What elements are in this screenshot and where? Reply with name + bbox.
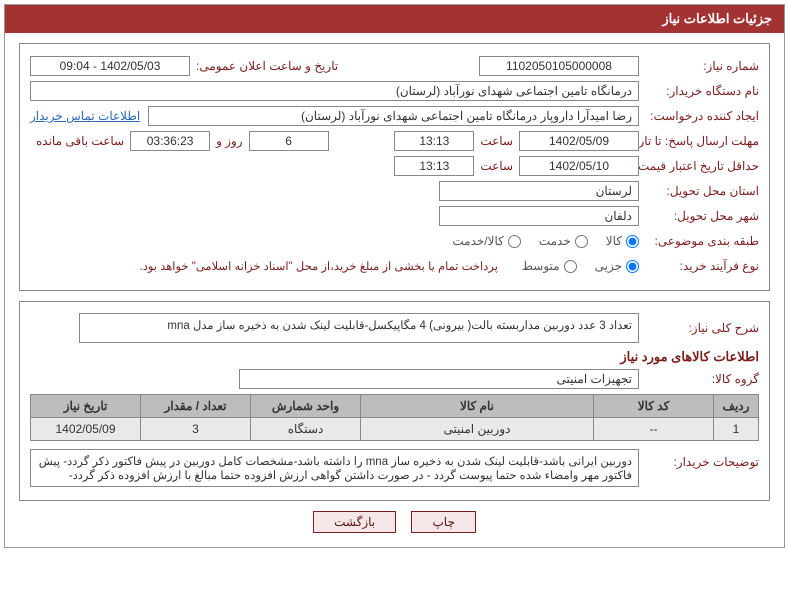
- buyer-label: نام دستگاه خریدار:: [639, 84, 759, 98]
- need-no-value: 1102050105000008: [479, 56, 639, 76]
- th-name: نام کالا: [361, 395, 594, 418]
- radio-both[interactable]: [508, 235, 521, 248]
- th-date: تاریخ نیاز: [31, 395, 141, 418]
- row-need-no: شماره نیاز: 1102050105000008 تاریخ و ساع…: [30, 55, 759, 77]
- province-label: استان محل تحویل:: [639, 184, 759, 198]
- requester-value: رضا امیدآرا داروپار درمانگاه تامین اجتما…: [148, 106, 639, 126]
- remaining-label: ساعت باقی مانده: [30, 134, 130, 148]
- radio-goods-label[interactable]: کالا: [606, 234, 639, 248]
- process-note: پرداخت تمام یا بخشی از مبلغ خرید،از محل …: [140, 259, 498, 273]
- radio-service[interactable]: [575, 235, 588, 248]
- table-row: 1 -- دوربین امنیتی دستگاه 3 1402/05/09: [31, 418, 759, 441]
- button-row: چاپ بازگشت: [19, 511, 770, 533]
- th-code: کد کالا: [594, 395, 714, 418]
- valid-date-value: 1402/05/10: [519, 156, 639, 176]
- th-row: ردیف: [714, 395, 759, 418]
- radio-service-label[interactable]: خدمت: [539, 234, 588, 248]
- main-panel: جزئیات اطلاعات نیاز AriaTender.net شماره…: [4, 4, 785, 548]
- city-value: دلفان: [439, 206, 639, 226]
- group-label: گروه کالا:: [639, 372, 759, 386]
- radio-goods[interactable]: [626, 235, 639, 248]
- public-dt-label: تاریخ و ساعت اعلان عمومی:: [190, 59, 344, 73]
- row-requester: ایجاد کننده درخواست: رضا امیدآرا داروپار…: [30, 105, 759, 127]
- row-category: طبقه بندی موضوعی: کالا خدمت کالا/خدمت: [30, 230, 759, 252]
- row-city: شهر محل تحویل: دلفان: [30, 205, 759, 227]
- countdown-value: 03:36:23: [130, 131, 210, 151]
- summary-label: شرح کلی نیاز:: [639, 321, 759, 335]
- radio-medium-label[interactable]: متوسط: [522, 259, 577, 273]
- requester-label: ایجاد کننده درخواست:: [639, 109, 759, 123]
- row-summary: شرح کلی نیاز: تعداد 3 عدد دوربین مداربست…: [30, 313, 759, 343]
- title-text: جزئیات اطلاعات نیاز: [662, 11, 772, 26]
- goods-table: ردیف کد کالا نام کالا واحد شمارش تعداد /…: [30, 394, 759, 441]
- radio-medium[interactable]: [564, 260, 577, 273]
- buyer-notes-value: دوربین ایرانی باشد-قابلیت لینک شدن به ذخ…: [30, 449, 639, 487]
- td-date: 1402/05/09: [31, 418, 141, 441]
- row-buyer-notes: توضیحات خریدار: دوربین ایرانی باشد-قابلی…: [30, 449, 759, 487]
- days-label: روز و: [210, 134, 249, 148]
- hour-label-1: ساعت: [474, 134, 519, 148]
- row-goods-group: گروه کالا: تجهیزات امنیتی: [30, 368, 759, 390]
- table-header-row: ردیف کد کالا نام کالا واحد شمارش تعداد /…: [31, 395, 759, 418]
- city-label: شهر محل تحویل:: [639, 209, 759, 223]
- buyer-notes-label: توضیحات خریدار:: [639, 449, 759, 469]
- radio-partial[interactable]: [626, 260, 639, 273]
- row-province: استان محل تحویل: لرستان: [30, 180, 759, 202]
- th-unit: واحد شمارش: [251, 395, 361, 418]
- row-reply-deadline: مهلت ارسال پاسخ: تا تاریخ: 1402/05/09 سا…: [30, 130, 759, 152]
- public-dt-value: 1402/05/03 - 09:04: [30, 56, 190, 76]
- process-label: نوع فرآیند خرید:: [639, 259, 759, 273]
- row-buyer: نام دستگاه خریدار: درمانگاه تامین اجتماع…: [30, 80, 759, 102]
- print-button[interactable]: چاپ: [411, 511, 475, 533]
- category-label: طبقه بندی موضوعی:: [639, 234, 759, 248]
- valid-time-value: 13:13: [394, 156, 474, 176]
- days-value: 6: [249, 131, 329, 151]
- header-fieldset: شماره نیاز: 1102050105000008 تاریخ و ساع…: [19, 43, 770, 291]
- content-area: AriaTender.net شماره نیاز: 1102050105000…: [5, 33, 784, 547]
- td-row: 1: [714, 418, 759, 441]
- hour-label-2: ساعت: [474, 159, 519, 173]
- row-process: نوع فرآیند خرید: جزیی متوسط پرداخت تمام …: [30, 255, 759, 277]
- group-value: تجهیزات امنیتی: [239, 369, 639, 389]
- row-min-valid: حداقل تاریخ اعتبار قیمت: تا تاریخ: 1402/…: [30, 155, 759, 177]
- td-qty: 3: [141, 418, 251, 441]
- back-button[interactable]: بازگشت: [313, 511, 396, 533]
- td-unit: دستگاه: [251, 418, 361, 441]
- reply-deadline-label: مهلت ارسال پاسخ: تا تاریخ:: [639, 134, 759, 148]
- buyer-value: درمانگاه تامین اجتماعی شهدای نورآباد (لر…: [30, 81, 639, 101]
- radio-both-label[interactable]: کالا/خدمت: [452, 234, 520, 248]
- contact-link[interactable]: اطلاعات تماس خریدار: [30, 109, 148, 123]
- title-bar: جزئیات اطلاعات نیاز: [5, 5, 784, 33]
- province-value: لرستان: [439, 181, 639, 201]
- summary-value: تعداد 3 عدد دوربین مداربسته بالت( بیرونی…: [79, 313, 639, 343]
- goods-info-title: اطلاعات کالاهای مورد نیاز: [30, 349, 759, 365]
- reply-time-value: 13:13: [394, 131, 474, 151]
- th-qty: تعداد / مقدار: [141, 395, 251, 418]
- td-code: --: [594, 418, 714, 441]
- detail-fieldset: شرح کلی نیاز: تعداد 3 عدد دوربین مداربست…: [19, 301, 770, 501]
- td-name: دوربین امنیتی: [361, 418, 594, 441]
- reply-date-value: 1402/05/09: [519, 131, 639, 151]
- radio-partial-label[interactable]: جزیی: [595, 259, 639, 273]
- need-no-label: شماره نیاز:: [639, 59, 759, 73]
- min-valid-label: حداقل تاریخ اعتبار قیمت: تا تاریخ:: [639, 159, 759, 173]
